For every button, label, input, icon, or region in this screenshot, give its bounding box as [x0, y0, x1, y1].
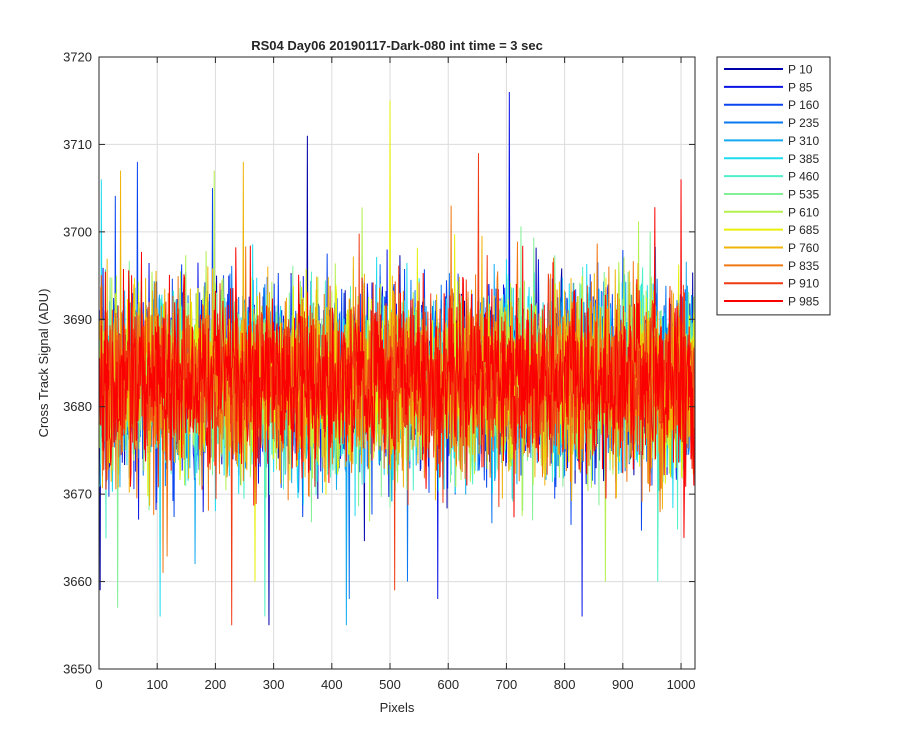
plot-frame: [98, 56, 696, 670]
legend-entry-label: P 835: [788, 259, 819, 273]
legend-entry-label: P 760: [788, 241, 819, 255]
y-tick-label: 3710: [63, 137, 92, 152]
y-axis-label: Cross Track Signal (ADU): [36, 289, 51, 438]
legend-box: [716, 56, 831, 316]
y-tick-label: 3690: [63, 312, 92, 327]
y-tick-label: 3650: [63, 662, 92, 677]
legend-entry-label: P 85: [788, 80, 813, 94]
x-tick-label: 300: [263, 677, 285, 692]
y-tick-label: 3670: [63, 487, 92, 502]
x-tick-label: 800: [554, 677, 576, 692]
y-tick-label: 3660: [63, 574, 92, 589]
x-tick-label: 500: [379, 677, 401, 692]
legend: P 10 P 85 P 160 P 235 P 310 P 385 P 460 P 535 P …: [716, 56, 831, 316]
y-tick-label: 3680: [63, 399, 92, 414]
x-tick-label: 700: [496, 677, 518, 692]
x-tick-label: 200: [205, 677, 227, 692]
x-tick-label: 900: [612, 677, 634, 692]
x-tick-label: 400: [321, 677, 343, 692]
legend-entry-label: P 610: [788, 205, 819, 219]
x-axis-label: Pixels: [380, 700, 415, 715]
legend-entry-label: P 460: [788, 170, 819, 184]
legend-entry-label: P 385: [788, 152, 819, 166]
legend-entry-label: P 10: [788, 63, 813, 77]
x-tick-label: 1000: [667, 677, 696, 692]
series-line-p985: [99, 179, 696, 538]
legend-entry-label: P 310: [788, 134, 819, 148]
x-tick-label: 100: [146, 677, 168, 692]
legend-entry-label: P 985: [788, 295, 819, 309]
series-lines: [99, 91, 696, 626]
legend-entry-label: P 160: [788, 98, 819, 112]
x-tick-label: 600: [437, 677, 459, 692]
chart-title: RS04 Day06 20190117-Dark-080 int time = …: [251, 38, 543, 53]
y-tick-label: 3700: [63, 224, 92, 239]
y-tick-label: 3720: [63, 50, 92, 65]
x-tick-label: 0: [95, 677, 102, 692]
legend-entry-label: P 535: [788, 187, 819, 201]
legend-entry-label: P 235: [788, 116, 819, 130]
legend-entry-label: P 685: [788, 223, 819, 237]
legend-entry-label: P 910: [788, 277, 819, 291]
axis-ticks: 0 100 200 300 400 500 600 700 800 900 1000 3650 3660…: [63, 50, 695, 693]
